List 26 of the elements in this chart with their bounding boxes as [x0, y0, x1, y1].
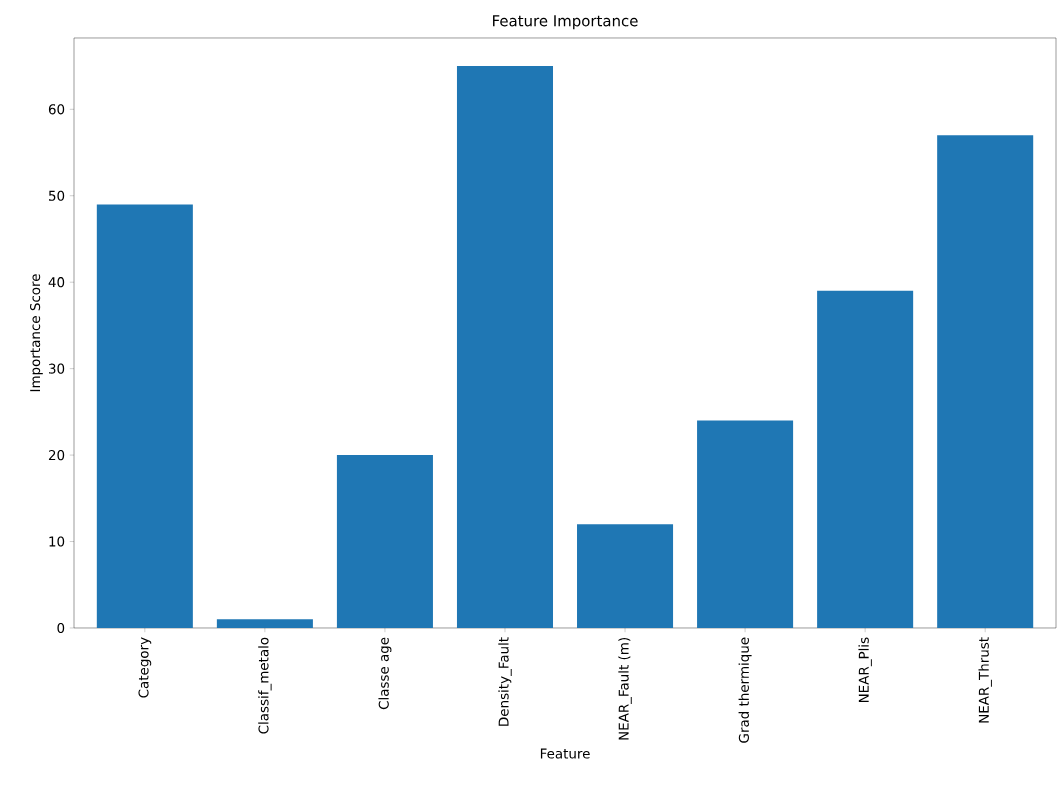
bar [336, 455, 433, 628]
y-tick-label: 30 [48, 363, 65, 374]
x-tick-label: Density_Fault [498, 637, 512, 726]
bar [96, 204, 193, 628]
x-tick-label: NEAR_Fault (m) [618, 638, 632, 740]
y-tick-label: 0 [57, 622, 65, 634]
bar [577, 524, 674, 628]
y-tick-label: 50 [48, 190, 65, 201]
x-tick-label: Grad thermique [738, 637, 752, 743]
bar [817, 290, 914, 628]
bar [937, 135, 1034, 628]
x-tick-label: Classe age [378, 637, 392, 710]
y-tick-label: 20 [48, 450, 65, 461]
chart-title: Feature Importance [493, 15, 638, 30]
x-tick-label: NEAR_Thrust [978, 637, 992, 723]
bar [697, 420, 794, 628]
y-tick-label: 60 [48, 104, 65, 115]
bar [216, 619, 313, 628]
y-tick-label: 40 [48, 277, 65, 288]
x-axis-title: Feature [540, 748, 590, 759]
x-tick-label: Category [138, 637, 152, 698]
x-tick-label: Classif_metalo [258, 637, 272, 734]
y-axis-title: Importance Score [30, 274, 43, 392]
y-tick-label: 10 [49, 536, 65, 547]
x-tick-label: NEAR_Plis [858, 637, 872, 703]
bar [456, 66, 553, 628]
